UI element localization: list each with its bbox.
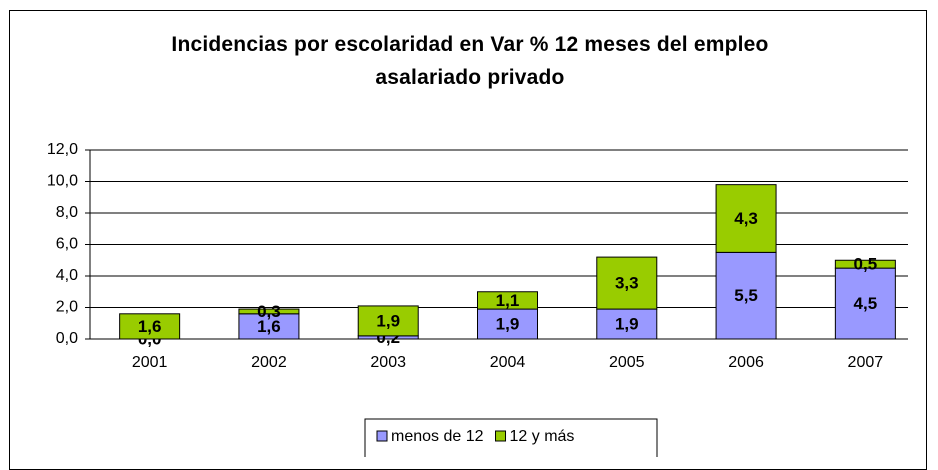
legend-swatch: [495, 430, 507, 442]
legend-label: 12 y más: [510, 428, 575, 445]
x-tick-label: 2005: [609, 354, 645, 371]
x-tick-label: 2004: [490, 354, 526, 371]
bar-segment: [596, 256, 658, 310]
y-tick-label: 6,0: [56, 236, 78, 253]
y-tick-label: 4,0: [56, 267, 78, 284]
x-tick-label: 2006: [728, 354, 764, 371]
data-label: 4,5: [854, 294, 878, 313]
data-label: 1,6: [138, 317, 162, 336]
x-tick-label: 2002: [251, 354, 287, 371]
bar-segment: [238, 308, 300, 315]
data-label: 1,6: [257, 317, 281, 336]
data-label: 4,3: [734, 209, 758, 228]
data-label: 1,9: [376, 311, 400, 330]
data-label: 1,9: [496, 315, 520, 334]
data-label: 0,5: [854, 255, 878, 274]
bar-segment: [477, 291, 538, 310]
chart: 0,02,04,06,08,010,012,020010,01,620021,6…: [47, 141, 908, 457]
legend-swatch: [376, 430, 388, 442]
bar-segment: [715, 251, 777, 340]
data-label: 5,5: [734, 286, 758, 305]
page: {"chart_data": {"type": "stacked_bar", "…: [9, 10, 927, 470]
y-tick-label: 8,0: [56, 204, 78, 221]
x-tick-label: 2003: [370, 354, 406, 371]
bar-segment: [238, 313, 300, 340]
bar-segment: [357, 305, 419, 337]
y-tick-label: 10,0: [47, 173, 78, 190]
y-tick-label: 0,0: [56, 330, 78, 347]
legend-label: menos de 12: [391, 428, 484, 445]
bar-segment: [834, 259, 896, 269]
bar-segment: [834, 267, 896, 340]
chart-title: Incidencias por escolaridad en Var % 12 …: [171, 33, 769, 89]
x-tick-label: 2001: [132, 354, 168, 371]
bar-segment: [119, 313, 181, 340]
data-label: 3,3: [615, 274, 639, 293]
bar-segment: [715, 184, 777, 253]
data-label: 0,3: [257, 302, 281, 321]
data-label: 1,9: [615, 315, 639, 334]
data-label: 1,1: [496, 291, 520, 310]
x-tick-label: 2007: [848, 354, 884, 371]
y-tick-label: 12,0: [47, 141, 78, 158]
legend-box: [364, 418, 658, 457]
y-tick-label: 2,0: [56, 299, 78, 316]
